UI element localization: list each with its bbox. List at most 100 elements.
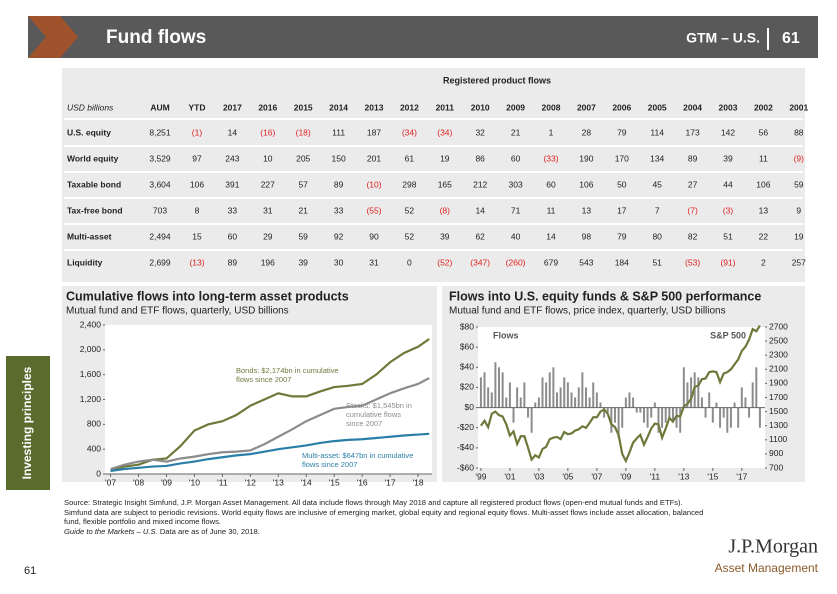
cell: 21 — [511, 127, 521, 137]
source: Source: Strategic Insight Simfund, J.P. … — [64, 498, 704, 527]
cell: 14 — [228, 127, 238, 137]
cell: 59 — [298, 231, 308, 241]
column-header: 2005 — [648, 102, 667, 112]
y-tick-label: 800 — [87, 419, 101, 429]
cell: 7 — [655, 205, 660, 215]
column-header: 2009 — [506, 102, 525, 112]
bar — [624, 397, 627, 408]
bar — [617, 407, 620, 438]
x-tick-label: '01 — [504, 471, 515, 481]
bar — [682, 367, 685, 408]
bar — [541, 377, 544, 408]
bar — [487, 387, 490, 408]
chart-subtitle: Mutual fund and ETF flows, quarterly, US… — [66, 306, 289, 317]
bar — [758, 407, 761, 428]
bar — [530, 407, 533, 433]
table-header: Registered product flows — [443, 75, 551, 85]
bar — [574, 397, 577, 408]
cell: 30 — [334, 257, 344, 267]
column-header: YTD — [189, 102, 206, 112]
bar — [588, 397, 591, 408]
bar — [479, 377, 482, 408]
cell: 60 — [511, 153, 521, 163]
cell: 114 — [650, 127, 664, 137]
header-arrow — [28, 16, 78, 58]
cell: (34) — [437, 127, 452, 137]
y2-tick-label: 1900 — [769, 378, 788, 388]
bar — [581, 372, 584, 408]
cell: 2,699 — [149, 257, 171, 267]
cell: 39 — [723, 153, 733, 163]
cell: 89 — [334, 179, 344, 189]
cell: 8 — [195, 205, 200, 215]
cell: 184 — [615, 257, 629, 267]
x-tick-label: '09 — [620, 471, 631, 481]
column-header: 2016 — [258, 102, 277, 112]
y-tick-label: -$40 — [457, 442, 474, 452]
cell: 71 — [511, 205, 521, 215]
y2-tick-label: 1300 — [769, 420, 788, 430]
cell: 50 — [617, 179, 627, 189]
cell: (34) — [402, 127, 417, 137]
row-label: Tax-free bond — [67, 205, 123, 215]
bar — [708, 392, 711, 408]
bar — [603, 407, 606, 418]
cell: 88 — [794, 127, 804, 137]
x-tick-label: '15 — [707, 471, 718, 481]
bar — [704, 407, 707, 418]
cell: 9 — [796, 205, 801, 215]
bar — [534, 402, 537, 408]
cell: (13) — [189, 257, 204, 267]
bar — [737, 407, 740, 428]
bar — [552, 367, 555, 408]
bar — [719, 407, 722, 428]
table-panel — [62, 68, 805, 282]
cell: 106 — [756, 179, 770, 189]
x-tick-label: '07 — [591, 471, 602, 481]
cell: 59 — [794, 179, 804, 189]
bar — [563, 377, 566, 408]
legend-label: Flows — [493, 330, 519, 340]
cell: (16) — [260, 127, 275, 137]
page-number: 61 — [782, 30, 800, 47]
annotation: since 2007 — [346, 419, 382, 428]
cell: 51 — [723, 231, 733, 241]
bar — [498, 367, 501, 408]
cell: 170 — [615, 153, 629, 163]
bar — [559, 387, 562, 408]
row-label: World equity — [67, 153, 119, 163]
cell: 303 — [509, 179, 523, 189]
cell: 17 — [617, 205, 627, 215]
bar — [668, 407, 671, 418]
cell: 52 — [405, 231, 415, 241]
x-tick-label: '18 — [412, 477, 423, 487]
column-header: 2002 — [754, 102, 773, 112]
column-header: 2004 — [683, 102, 702, 112]
cell: 391 — [225, 179, 239, 189]
y2-tick-label: 900 — [769, 448, 783, 458]
bar — [700, 397, 703, 408]
cell: 56 — [759, 127, 769, 137]
cell: 205 — [296, 153, 310, 163]
bar — [621, 407, 624, 428]
bar — [722, 407, 725, 418]
annotation: Bonds: $2,174bn in cumulative — [236, 366, 339, 375]
cell: 98 — [582, 231, 592, 241]
cell: (18) — [296, 127, 311, 137]
cell: 29 — [263, 231, 273, 241]
y-tick-label: 2,000 — [80, 344, 102, 354]
cell: 679 — [544, 257, 558, 267]
cell: 190 — [579, 153, 593, 163]
cell: 106 — [190, 179, 204, 189]
cell: 79 — [617, 127, 627, 137]
bar — [523, 382, 526, 408]
bar — [679, 407, 682, 433]
chart-title: Flows into U.S. equity funds & S&P 500 p… — [449, 289, 761, 303]
bar — [577, 387, 580, 408]
series-label: GTM – U.S. — [686, 30, 760, 46]
cell: 19 — [440, 153, 450, 163]
x-tick-label: '16 — [357, 477, 368, 487]
bar — [642, 407, 645, 423]
y2-tick-label: 2700 — [769, 321, 788, 331]
